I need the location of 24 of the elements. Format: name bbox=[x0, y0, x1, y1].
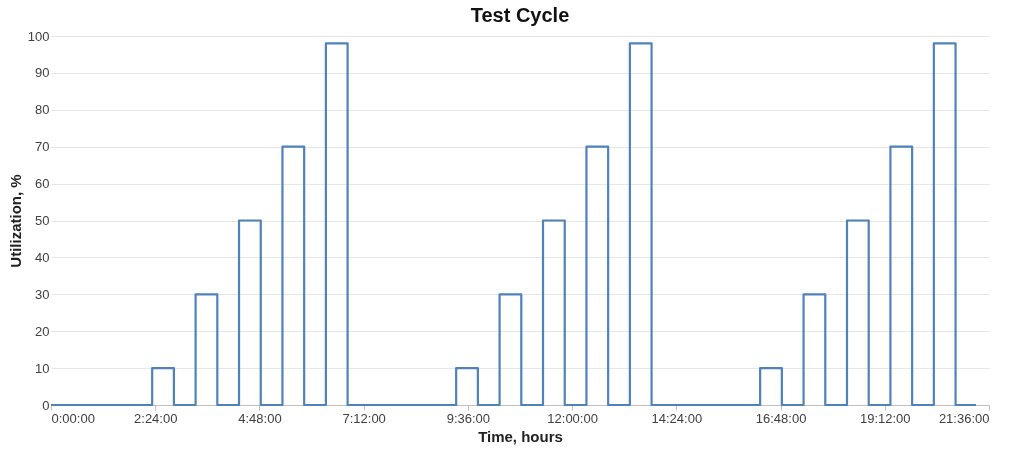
x-tick-label: 0:00:00 bbox=[51, 410, 95, 426]
y-tick-label: 70 bbox=[35, 139, 50, 155]
x-tick-label: 7:12:00 bbox=[342, 410, 386, 426]
y-tick-label: 90 bbox=[35, 65, 50, 81]
chart-title: Test Cycle bbox=[470, 4, 570, 26]
x-axis-title: Time, hours bbox=[478, 427, 563, 445]
y-tick-label: 0 bbox=[42, 397, 50, 413]
x-tick-label: 2:24:00 bbox=[134, 410, 178, 426]
y-tick-label: 40 bbox=[35, 249, 50, 265]
x-tick-label: 21:36:00 bbox=[938, 410, 990, 426]
y-axis-title: Utilization, % bbox=[6, 174, 24, 268]
x-tick-label: 14:24:00 bbox=[651, 410, 703, 426]
y-tick-label: 100 bbox=[27, 28, 50, 44]
x-tick-label: 19:12:00 bbox=[859, 410, 911, 426]
y-tick-label: 80 bbox=[35, 102, 50, 118]
x-tick-label: 16:48:00 bbox=[755, 410, 807, 426]
x-tick-label: 4:48:00 bbox=[238, 410, 282, 426]
y-tick-label: 50 bbox=[35, 213, 50, 228]
x-tick-label: 12:00:00 bbox=[547, 410, 598, 426]
y-tick-label: 60 bbox=[35, 176, 50, 192]
y-tick-label: 20 bbox=[35, 323, 50, 339]
y-tick-label: 10 bbox=[35, 360, 50, 376]
x-tick-label: 9:36:00 bbox=[446, 410, 491, 426]
y-tick-label: 30 bbox=[35, 286, 50, 302]
